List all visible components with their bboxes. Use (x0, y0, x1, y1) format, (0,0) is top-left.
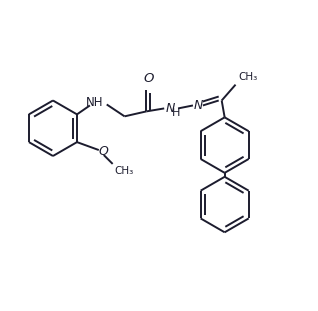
Text: N: N (193, 99, 203, 112)
Text: H: H (172, 108, 180, 118)
Text: CH₃: CH₃ (238, 72, 258, 82)
Text: NH: NH (86, 96, 104, 109)
Text: O: O (143, 72, 154, 85)
Text: CH₃: CH₃ (115, 166, 134, 176)
Text: O: O (99, 145, 109, 158)
Text: N: N (165, 102, 175, 115)
